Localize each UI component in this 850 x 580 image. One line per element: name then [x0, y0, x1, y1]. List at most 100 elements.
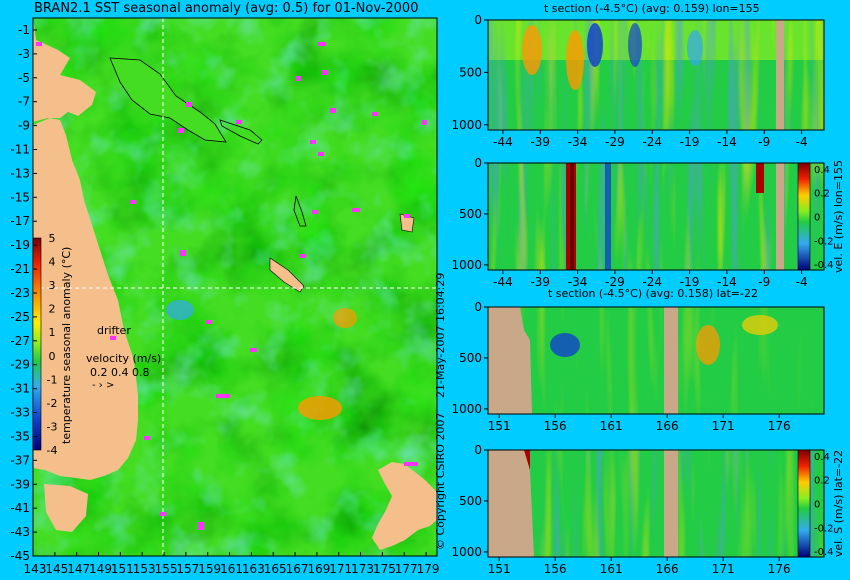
sst-colorbar-tick-label: -4: [47, 444, 58, 457]
map-y-tick-label: -5: [18, 71, 30, 85]
vanuatu-islands: [293, 195, 307, 227]
map-x-tick-label: 151: [111, 562, 134, 576]
panel-colorbar-tick-label: 0.4: [814, 452, 830, 463]
solomon-islands: [219, 119, 263, 145]
map-x-tick-label: 159: [198, 562, 221, 576]
panel-4-colorbar: [797, 449, 811, 558]
drifter-marker: [160, 512, 166, 516]
panel-ticks: -44 -39 -34 -29 -24 -19 -14 -9 -4 0 500 1000 -44 -39 -…: [451, 13, 845, 576]
warm-eddy: [298, 396, 342, 420]
panel-y-tick-label: 1000: [451, 118, 482, 132]
map-y-tick-label: -25: [10, 310, 30, 324]
drifter-marker: [312, 210, 318, 214]
drifters: [36, 42, 427, 530]
map-x-tick-label: 157: [176, 562, 199, 576]
panel-y-tick-label: 0: [474, 156, 482, 170]
panel-y-tick-label: 0: [474, 13, 482, 27]
panel-x-tick-label: -34: [568, 275, 588, 289]
panel-y-tick-label: 500: [459, 494, 482, 508]
drifter-label: drifter: [97, 324, 131, 337]
map-x-ticks: 1431451471491511531551571591611631651671…: [24, 552, 440, 576]
map-title: BRAN2.1 SST seasonal anomaly (avg: 0.5) …: [34, 1, 419, 16]
map-y-ticks: -1 -3 -5 -7 -9 -11 -13 -15 -17 -19 -21 -23 -25 -27 -29…: [10, 23, 37, 563]
panel-x-tick-label: -39: [530, 135, 550, 149]
drifter-marker: [352, 208, 360, 212]
velocity-label: velocity (m/s): [86, 352, 161, 365]
map-x-tick-label: 143: [24, 562, 47, 576]
map-y-tick-label: -39: [10, 477, 30, 491]
drifter-marker: [296, 76, 301, 81]
drifter-marker: [250, 348, 257, 352]
map-y-tick-label: -27: [10, 334, 30, 348]
map-y-tick-label: -33: [10, 406, 30, 420]
drifter-marker: [322, 70, 328, 75]
drifter-marker: [180, 250, 186, 256]
panel-x-tick-label: -14: [717, 275, 737, 289]
map-x-tick-label: 155: [155, 562, 178, 576]
new-zealand-land: [372, 462, 437, 550]
panel-colorbar-tick-label: 0.2: [814, 476, 830, 487]
map-y-tick-label: -37: [10, 453, 30, 467]
panel-x-tick-label: -44: [493, 135, 513, 149]
drifter-marker: [310, 140, 316, 144]
panel-x-tick-label: 171: [712, 562, 735, 576]
sst-colorbar-ticks: 5 4 3 2 1 0 -1 -2 -3 -4: [47, 232, 58, 457]
panel-y-tick-label: 500: [459, 207, 482, 221]
drifter-marker: [216, 394, 230, 398]
panel-1-title: t section (-4.5°C) (avg: 0.159) lon=155: [544, 2, 760, 15]
map-x-tick-label: 169: [307, 562, 330, 576]
map-x-tick-label: 149: [89, 562, 112, 576]
warm-eddy: [333, 308, 357, 328]
panel-colorbar-tick-label: 0: [814, 500, 820, 511]
drifter-marker: [198, 522, 204, 530]
drifter-marker: [178, 128, 184, 133]
panel-x-tick-label: -34: [568, 135, 588, 149]
panel-colorbar-tick-label: -0.2: [814, 523, 834, 534]
drifter-marker: [422, 120, 427, 125]
panel-x-tick-label: -24: [642, 135, 662, 149]
panel-x-tick-label: -14: [717, 135, 737, 149]
map-y-tick-label: -35: [10, 429, 30, 443]
map-y-tick-label: -43: [10, 525, 30, 539]
cold-eddy: [166, 300, 194, 320]
drifter-marker: [130, 200, 136, 204]
panel-x-tick-label: 156: [544, 562, 567, 576]
panel-x-tick-label: -24: [642, 275, 662, 289]
australia-land: [33, 18, 96, 122]
panel-x-tick-label: 151: [488, 419, 511, 433]
panel-x-tick-label: -39: [530, 275, 550, 289]
drifter-marker: [236, 120, 242, 124]
panel-x-tick-label: -29: [605, 135, 625, 149]
panel-x-tick-label: 151: [488, 562, 511, 576]
panel-x-tick-label: -19: [680, 135, 700, 149]
panel-x-tick-label: 156: [544, 419, 567, 433]
drifter-marker: [186, 102, 192, 107]
tasmania-land: [44, 484, 88, 532]
panel-y-tick-label: 500: [459, 351, 482, 365]
panel-colorbar-label: vel. S (m/s) lat=-22: [832, 450, 845, 557]
sst-anomaly-map: 5 4 3 2 1 0 -1 -2 -3 -4 temperature seasonal anom…: [10, 17, 440, 576]
map-x-tick-label: 163: [242, 562, 265, 576]
panel-colorbar-label: vel. E (m/s) lon=155: [832, 160, 845, 273]
map-y-tick-label: -11: [10, 143, 30, 157]
velocity-arrows: - › >: [92, 380, 114, 391]
panel-x-tick-label: -4: [796, 275, 808, 289]
panel-x-tick-label: 176: [768, 419, 791, 433]
sst-colorbar-tick-label: 1: [49, 326, 56, 339]
map-x-tick-label: 175: [373, 562, 396, 576]
australia-land: [33, 118, 138, 480]
drifter-marker: [300, 254, 306, 258]
drifter-marker: [372, 112, 378, 116]
panel-4-plot: [487, 449, 825, 558]
drifter-legend-marker: [110, 336, 116, 340]
sst-colorbar: [32, 237, 42, 451]
panel-y-tick-label: 0: [474, 300, 482, 314]
map-y-tick-label: -29: [10, 358, 30, 372]
sst-colorbar-tick-label: 0: [49, 350, 56, 363]
sst-colorbar-tick-label: -3: [47, 420, 58, 433]
map-y-tick-label: -7: [18, 95, 30, 109]
panel-x-tick-label: -9: [758, 275, 770, 289]
copyright-block: © Copyright CSIRO 2007: [434, 413, 447, 550]
map-x-tick-label: 161: [220, 562, 243, 576]
drifter-marker: [36, 42, 42, 46]
